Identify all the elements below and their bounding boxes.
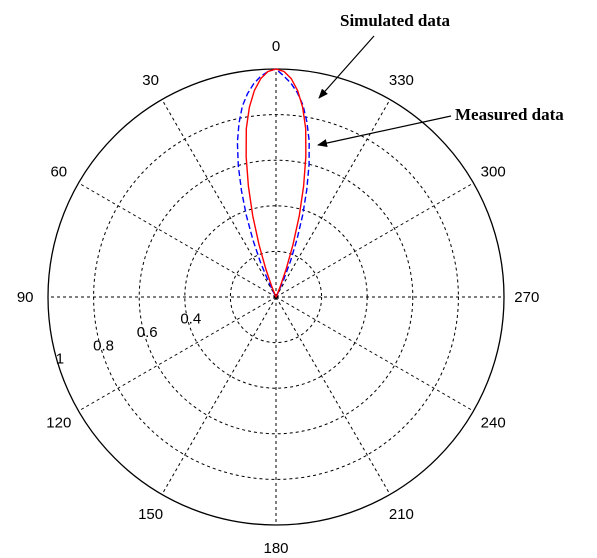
grid-spoke-240	[275, 296, 474, 412]
annotations: Simulated data Measured data	[317, 11, 564, 147]
annotation-label-2: Measured data	[455, 105, 564, 124]
grid-ring-0.6	[138, 159, 414, 435]
angle-label-270: 270	[514, 289, 539, 306]
angle-label-60: 60	[50, 164, 67, 181]
annotation-arrow-1	[318, 35, 375, 99]
series-measured-data	[245, 68, 307, 298]
angle-label-150: 150	[138, 506, 163, 523]
grid-spoke-300	[275, 182, 474, 298]
angle-labels: 0 30 60 90 120 150 180 210 240 270 300 330	[17, 38, 539, 557]
angle-label-30: 30	[142, 72, 159, 89]
grid-spoke-60	[78, 182, 277, 298]
angle-label-90: 90	[17, 289, 34, 306]
radial-labels: 0.4 0.6 0.8 1	[56, 311, 201, 368]
angle-label-240: 240	[481, 414, 506, 431]
annotation-arrow-2	[317, 115, 452, 147]
angle-label-210: 210	[389, 506, 414, 523]
radial-label-0.8: 0.8	[93, 337, 114, 354]
grid-spoke-330	[275, 99, 391, 298]
angle-label-120: 120	[46, 414, 71, 431]
grid-spoke-150	[161, 296, 277, 495]
annotation-label-1: Simulated data	[340, 11, 451, 30]
grid-ring-0.2	[229, 250, 323, 344]
grid-spoke-210	[275, 296, 391, 495]
angle-label-180: 180	[263, 540, 288, 557]
series-lines	[236, 68, 310, 298]
angle-label-330: 330	[389, 72, 414, 89]
radial-label-1: 1	[56, 351, 64, 368]
grid-spoke-120	[78, 296, 277, 412]
grid-ring-0.4	[184, 205, 368, 389]
radial-label-0.6: 0.6	[137, 324, 158, 341]
radial-label-0.4: 0.4	[180, 311, 201, 328]
grid-ring-0.8	[93, 114, 459, 480]
angle-label-0: 0	[272, 38, 280, 55]
grid-spoke-30	[161, 99, 277, 298]
angle-label-300: 300	[481, 164, 506, 181]
